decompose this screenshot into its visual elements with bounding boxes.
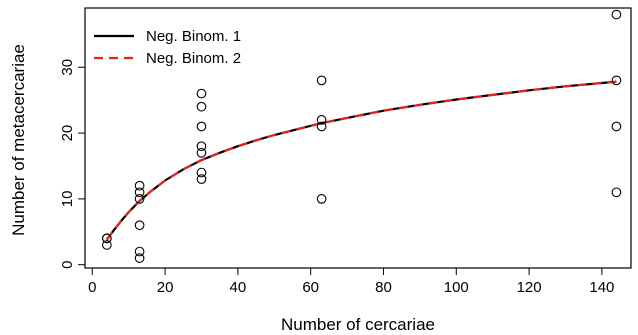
x-tick-label: 40 [230,279,247,296]
y-tick-label: 0 [59,261,76,269]
data-point [101,233,112,244]
x-tick-label: 80 [375,279,392,296]
data-point [196,101,207,112]
data-point [316,115,327,125]
axes: 0 20 40 60 80 100 120 140 0 10 20 30 [59,59,614,296]
x-tick-label: 120 [517,279,542,296]
data-point [611,121,622,132]
data-point [134,180,145,191]
legend-label-neg-binom-1: Neg. Binom. 1 [146,28,241,45]
data-point [611,187,622,198]
data-point [611,75,622,86]
series-curve-2 [105,80,617,241]
data-point [134,246,145,257]
data-point [611,9,622,20]
data-point [101,240,112,250]
x-tick-label: 0 [88,279,96,296]
legend-label-neg-binom-2: Neg. Binom. 2 [146,50,241,67]
data-point [196,121,207,132]
x-axis-title: Number of cercariae [281,315,435,334]
data-point [134,220,145,231]
data-points [101,9,622,263]
y-axis-title: Number of metacercariae [9,44,28,236]
x-tick-label: 60 [302,279,319,296]
data-point [134,253,145,263]
data-point [134,194,145,204]
legend: Neg. Binom. 1 Neg. Binom. 2 [94,28,241,67]
x-tick-label: 140 [589,279,614,296]
y-tick-label: 20 [59,125,76,142]
data-point [316,121,327,132]
data-point [316,194,327,204]
data-point [196,147,207,158]
data-point [316,75,327,86]
y-tick-label: 10 [59,191,76,208]
data-point [196,174,207,184]
data-point [196,88,207,99]
y-tick-label: 30 [59,59,76,76]
plot-frame [84,7,632,269]
data-point [134,187,145,198]
fitted-curves [105,80,617,241]
data-point [196,167,207,178]
x-tick-label: 100 [444,279,469,296]
series-curve-1 [105,80,617,241]
data-point [196,141,207,152]
x-tick-label: 20 [157,279,174,296]
